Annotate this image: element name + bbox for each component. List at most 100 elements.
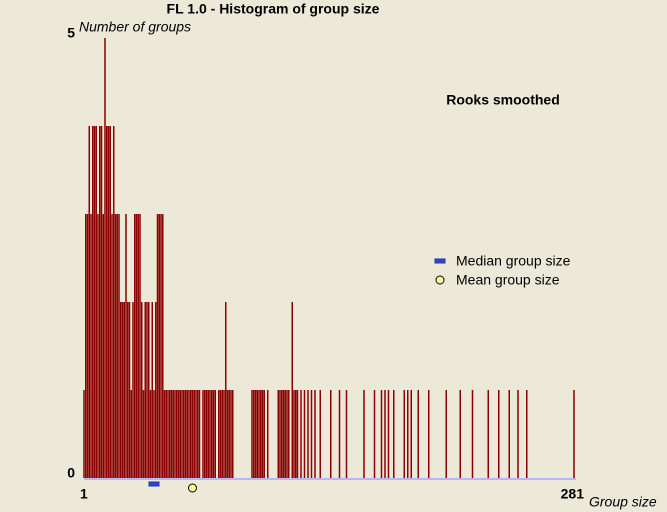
bar [207,390,209,478]
bar [158,214,160,478]
bar [113,126,115,478]
bar [197,390,199,478]
bar [508,390,510,478]
median-marker [148,481,160,487]
bar [188,390,190,478]
bar [195,390,197,478]
bar [174,390,176,478]
bar [153,390,155,478]
bar [310,390,313,478]
bar [109,126,111,478]
bar [410,390,412,478]
bar [445,390,447,478]
bar [160,214,162,478]
bar [146,302,148,478]
bar [256,390,258,478]
y-tick-label: 0 [67,465,75,481]
bar [132,302,134,478]
bar [230,390,232,478]
bar [186,390,188,478]
bar [162,214,164,478]
legend-label: Median group size [456,253,571,269]
bar [139,214,141,478]
bar [156,214,159,478]
bar [223,390,225,478]
bar [183,390,185,478]
bar [198,390,201,478]
bar [107,126,110,478]
legend-swatch [435,275,445,285]
bar [114,214,117,478]
x-tick-label: 281 [561,486,585,502]
bar [261,390,264,478]
bar [307,390,309,478]
bar [232,390,234,478]
bar [212,390,215,478]
bar [100,126,103,478]
bar [125,214,127,478]
bar [85,214,87,478]
bar [218,390,220,478]
bar [163,390,166,478]
bar [83,390,85,478]
bar [293,390,295,478]
bar [179,390,181,478]
bar [291,302,293,478]
bar [151,302,153,478]
bar [363,390,365,478]
bar [116,214,118,478]
bar [296,390,299,478]
bar [170,390,173,478]
bar [155,302,157,478]
bar [177,390,180,478]
bar [111,214,113,478]
bar [205,390,208,478]
bar [97,214,99,478]
bar [148,302,150,478]
bar [267,390,269,478]
bar [106,126,108,478]
bar [121,302,124,478]
bar [300,390,302,478]
bar [303,390,306,478]
bar [284,390,286,478]
bar [141,302,143,478]
bar [191,390,194,478]
bar [93,126,96,478]
bar [282,390,285,478]
bar [102,214,104,478]
bar [209,390,211,478]
bar [498,390,500,478]
bar [190,390,192,478]
bar [277,390,279,478]
bar [202,390,204,478]
bar [214,390,216,478]
bar [380,390,383,478]
bar [120,302,122,478]
x-axis-label: Group size [589,494,657,510]
bar [384,390,386,478]
bar [137,214,139,478]
bar [251,390,253,478]
bar [526,390,528,478]
bar [169,390,171,478]
bar [428,390,430,478]
bar [254,390,257,478]
bar [165,390,167,478]
bar [330,390,332,478]
bar [144,302,146,478]
bar [407,390,409,478]
bar [403,390,405,478]
bar [487,390,489,478]
bar [387,390,390,478]
chart-title: FL 1.0 - Histogram of group size [167,1,380,17]
bar [128,302,131,478]
bar [219,390,222,478]
bar [345,390,348,478]
bar [211,390,213,478]
bar [95,126,97,478]
mean-marker [188,483,197,493]
bar [319,390,321,478]
bar [172,390,174,478]
